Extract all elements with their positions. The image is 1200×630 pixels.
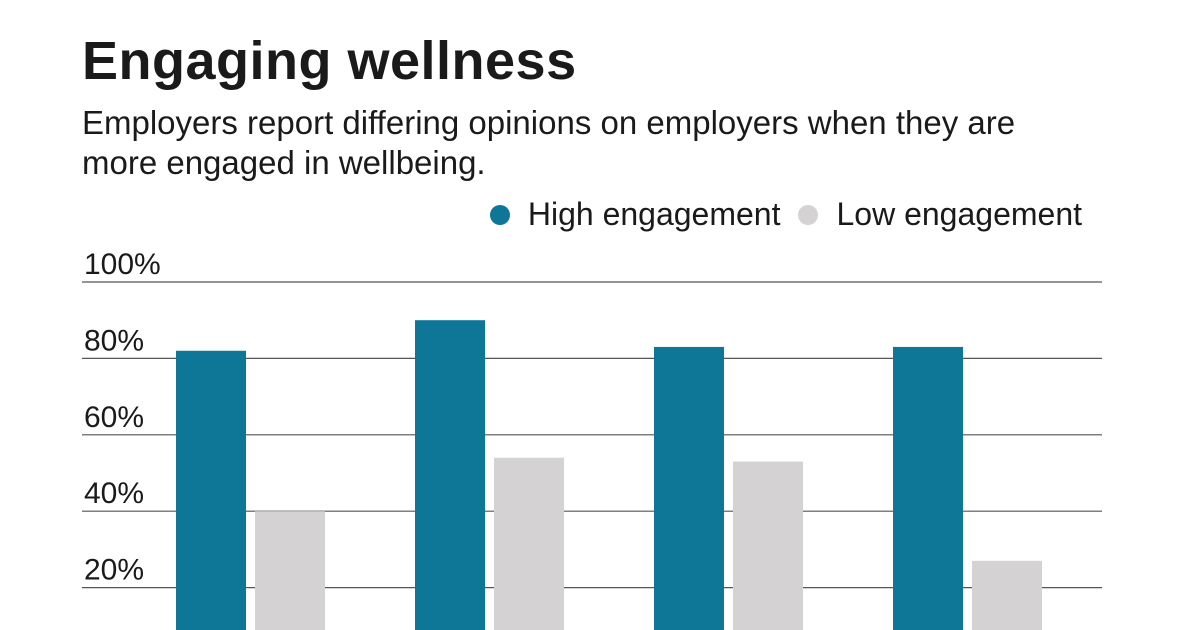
legend-swatch-low [798, 204, 819, 225]
bar-low-engagement [972, 560, 1042, 630]
legend-item-high: High engagement [489, 196, 781, 233]
legend-swatch-high [489, 204, 510, 225]
legend-label-low: Low engagement [836, 196, 1082, 232]
bar-low-engagement [494, 457, 564, 630]
legend-label-high: High engagement [527, 196, 781, 232]
y-tick-label: 80% [84, 324, 144, 357]
y-tick-label: 20% [84, 554, 144, 587]
bar-high-engagement [654, 346, 724, 630]
legend: High engagement Low engagement [489, 196, 1082, 233]
bar-high-engagement [176, 350, 246, 630]
bar-low-engagement [733, 461, 803, 630]
y-tick-label: 40% [84, 477, 144, 510]
bar-high-engagement [415, 320, 485, 630]
y-tick-label: 60% [84, 401, 144, 434]
chart-subtitle: Employers report differing opinions on e… [82, 104, 1016, 181]
legend-item-low: Low engagement [798, 196, 1082, 233]
y-tick-label: 100% [84, 248, 161, 281]
chart-title: Engaging wellness [82, 31, 577, 91]
bar-high-engagement [893, 346, 963, 630]
bar-low-engagement [255, 511, 325, 630]
